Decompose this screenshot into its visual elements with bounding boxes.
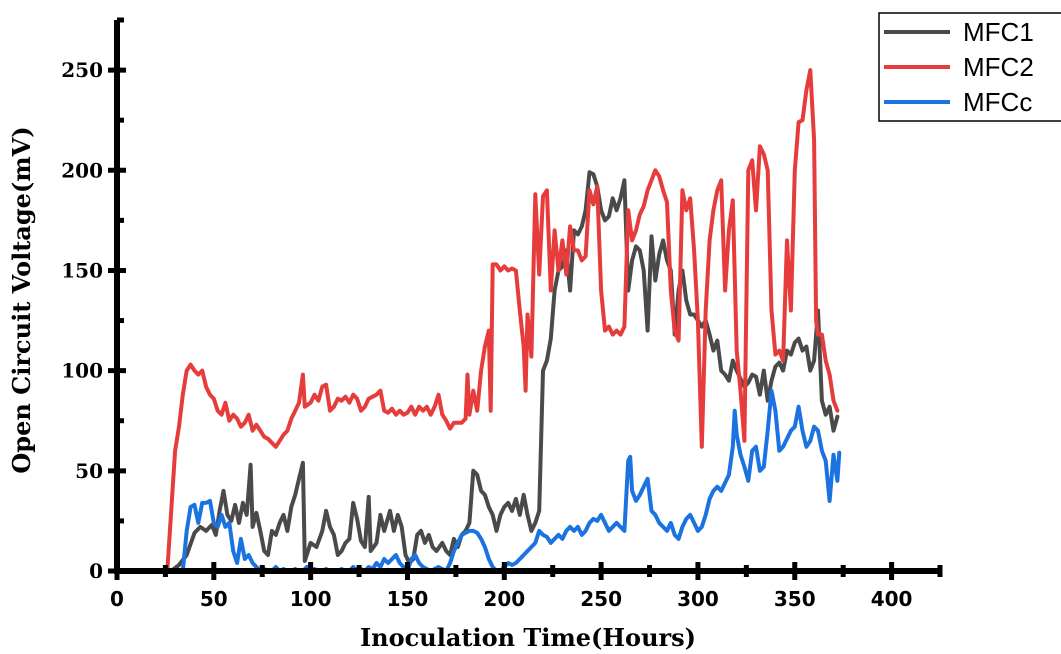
y-tick-label: 0 [89,559,103,583]
y-tick-label: 150 [61,258,103,282]
plot-area [165,68,842,573]
x-tick-label: 350 [774,587,816,611]
legend-label-mfcc: MFCc [963,87,1032,117]
y-tick-labels: 0 50 100 150 200 250 [61,58,103,583]
x-tick-label: 400 [871,587,913,611]
x-tick-label: 200 [483,587,525,611]
y-tick-label: 50 [75,459,103,483]
y-tick-label: 250 [61,58,103,82]
x-axis-title: Inoculation Time(Hours) [360,623,696,652]
x-tick-labels: 0 50 100 150 200 250 300 350 400 [110,587,912,611]
legend: MFC1 MFC2 MFCc [878,12,1061,122]
legend-label-mfc2: MFC2 [963,52,1034,82]
legend-label-mfc1: MFC1 [963,17,1034,47]
axes [108,17,943,580]
x-tick-label: 150 [387,587,429,611]
x-tick-label: 50 [200,587,228,611]
y-tick-label: 100 [61,359,103,383]
series-line-mfc2 [165,68,840,573]
x-tick-label: 300 [677,587,719,611]
x-tick-label: 250 [580,587,622,611]
y-tick-label: 200 [61,158,103,182]
x-tick-label: 100 [290,587,332,611]
x-tick-label: 0 [110,587,124,611]
series-line-mfc1 [169,170,840,573]
y-axis-title: Open Circuit Voltage(mV) [7,126,36,473]
